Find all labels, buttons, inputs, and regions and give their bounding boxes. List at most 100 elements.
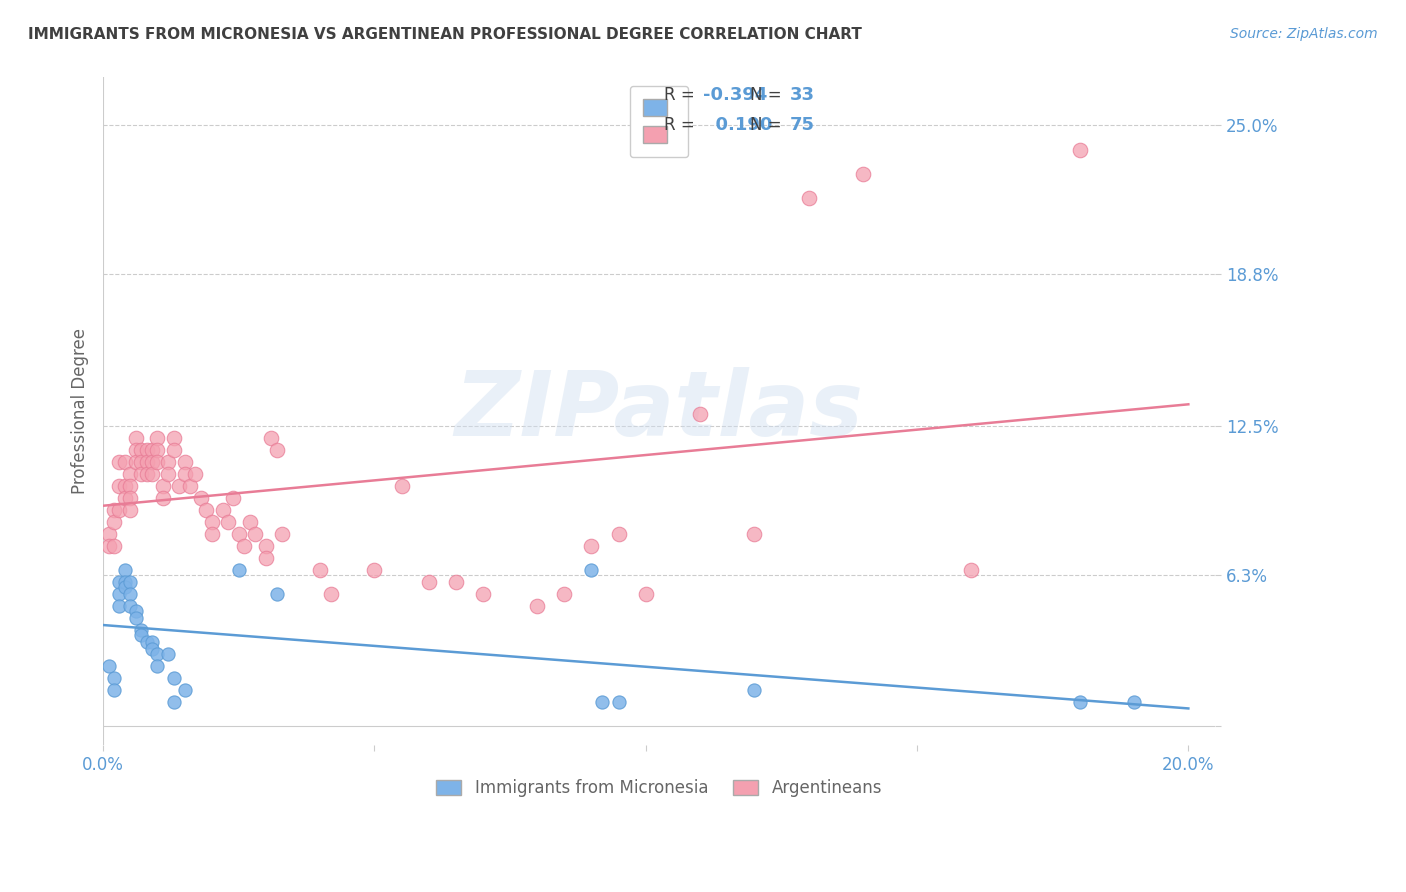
Point (135, 635, 157, 649)
Point (742, 683, 765, 698)
Point (222, 491, 245, 505)
Point (97, 527, 120, 541)
Point (103, 539, 125, 553)
Point (114, 479, 136, 493)
Point (167, 479, 190, 493)
Point (157, 647, 180, 661)
Point (135, 467, 157, 481)
Point (125, 442, 148, 457)
Text: N =: N = (751, 116, 787, 134)
Point (211, 503, 233, 517)
Point (266, 587, 288, 601)
Point (120, 503, 142, 517)
Point (108, 479, 131, 493)
Point (114, 580, 136, 594)
Point (581, 563, 603, 577)
Point (228, 527, 250, 541)
Point (120, 587, 142, 601)
Point (103, 671, 125, 685)
Point (129, 467, 152, 481)
Text: Source: ZipAtlas.com: Source: ZipAtlas.com (1230, 27, 1378, 41)
Point (125, 455, 148, 469)
Point (243, 527, 266, 541)
Point (97, 659, 120, 673)
Point (1123, 695, 1146, 709)
Point (129, 442, 152, 457)
Point (1069, 143, 1091, 157)
Point (471, 587, 494, 601)
Point (108, 587, 131, 601)
Point (129, 628, 152, 642)
Point (190, 491, 212, 505)
Point (125, 431, 148, 445)
Point (97, 539, 120, 553)
Point (141, 455, 163, 469)
Point (852, 167, 875, 181)
Point (120, 599, 142, 613)
Point (120, 574, 142, 589)
Text: N =: N = (751, 87, 787, 104)
Legend: Immigrants from Micronesia, Argentineans: Immigrants from Micronesia, Argentineans (430, 772, 889, 804)
Point (418, 574, 440, 589)
Text: ZIPatlas: ZIPatlas (454, 368, 863, 455)
Point (163, 671, 186, 685)
Point (173, 455, 195, 469)
Point (114, 563, 136, 577)
Point (607, 527, 630, 541)
Point (152, 479, 174, 493)
Point (228, 563, 250, 577)
Point (1069, 695, 1091, 709)
Point (125, 611, 148, 625)
Point (179, 479, 201, 493)
Point (173, 683, 195, 698)
Point (689, 407, 711, 421)
Point (591, 695, 613, 709)
Point (217, 515, 239, 529)
Point (195, 503, 218, 517)
Point (797, 190, 820, 204)
Point (581, 539, 603, 553)
Point (266, 442, 288, 457)
Text: R =: R = (664, 116, 700, 134)
Point (120, 479, 142, 493)
Point (239, 515, 262, 529)
Text: 75: 75 (790, 116, 815, 134)
Point (254, 539, 277, 553)
Text: R =: R = (664, 87, 700, 104)
Point (233, 539, 256, 553)
Point (553, 587, 575, 601)
Point (163, 695, 186, 709)
Point (146, 442, 169, 457)
Text: -0.394: -0.394 (703, 87, 768, 104)
Point (103, 683, 125, 698)
Point (363, 563, 385, 577)
Point (141, 642, 163, 657)
Point (120, 491, 142, 505)
Point (114, 491, 136, 505)
Point (634, 587, 657, 601)
Point (319, 587, 342, 601)
Point (163, 431, 186, 445)
Point (146, 431, 169, 445)
Point (254, 550, 277, 565)
Point (742, 527, 765, 541)
Point (146, 455, 169, 469)
Point (125, 604, 148, 618)
Point (141, 635, 163, 649)
Point (108, 503, 131, 517)
Point (184, 467, 207, 481)
Point (146, 647, 169, 661)
Point (114, 574, 136, 589)
Point (201, 515, 224, 529)
Point (103, 515, 125, 529)
Point (129, 623, 152, 637)
Point (114, 455, 136, 469)
Point (960, 563, 983, 577)
Point (444, 574, 467, 589)
Point (103, 503, 125, 517)
Point (157, 467, 180, 481)
Text: 0.190: 0.190 (703, 116, 772, 134)
Point (141, 442, 163, 457)
Point (391, 479, 413, 493)
Point (271, 527, 294, 541)
